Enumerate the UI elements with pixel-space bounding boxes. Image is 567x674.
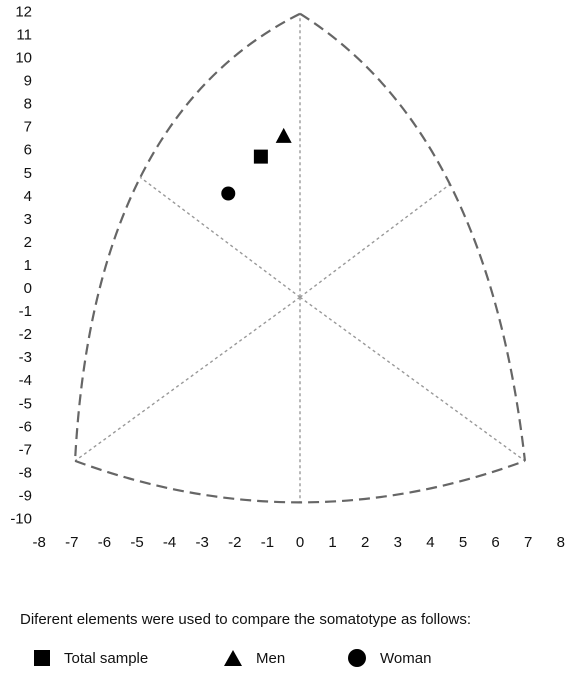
y-tick-label: -2 (19, 326, 32, 343)
y-tick-label: 6 (24, 142, 32, 159)
x-tick-label: 1 (328, 534, 336, 551)
square-marker-icon (34, 650, 50, 666)
x-tick-label: -2 (228, 534, 241, 551)
inner-divider-line (299, 183, 451, 298)
point-men (275, 127, 292, 143)
triangle-marker-icon (224, 650, 242, 666)
y-tick-label: 1 (24, 257, 32, 274)
axis-tick-labels: 1211109876543210-1-2-3-4-5-6-7-8-9-10-8-… (10, 3, 565, 551)
y-tick-label: 10 (15, 50, 32, 67)
y-tick-label: 4 (24, 188, 32, 205)
y-tick-label: -1 (19, 303, 32, 320)
outline-arc (73, 12, 301, 461)
y-tick-label: 8 (24, 96, 32, 113)
inner-divider-line (74, 296, 301, 462)
somatochart: 1211109876543210-1-2-3-4-5-6-7-8-9-10-8-… (10, 3, 565, 551)
x-tick-label: 5 (459, 534, 467, 551)
outline-arc (74, 459, 526, 504)
y-tick-label: -10 (10, 511, 32, 528)
y-tick-label: 11 (16, 26, 32, 43)
x-tick-label: -3 (196, 534, 209, 551)
legend-label: Men (256, 649, 286, 667)
x-tick-label: -4 (163, 534, 176, 551)
y-tick-label: 7 (24, 119, 32, 136)
x-tick-label: -5 (130, 534, 143, 551)
x-tick-label: -7 (65, 534, 78, 551)
y-tick-label: -5 (19, 395, 32, 412)
legend-item-woman: Woman (346, 646, 431, 670)
y-tick-label: -7 (19, 441, 32, 458)
legend-item-total-sample: Total sample (32, 646, 148, 670)
x-tick-label: -1 (261, 534, 274, 551)
y-tick-label: -9 (19, 487, 32, 504)
x-tick-label: 6 (491, 534, 499, 551)
y-tick-label: 3 (24, 211, 32, 228)
y-tick-label: 0 (24, 280, 32, 297)
point-total-sample (253, 149, 268, 164)
outline-arc (299, 12, 527, 461)
y-tick-label: 9 (24, 73, 32, 90)
inner-divider-line (299, 296, 526, 462)
x-tick-label: 3 (394, 534, 402, 551)
y-tick-label: -4 (19, 372, 32, 389)
y-tick-label: 2 (24, 234, 32, 251)
y-tick-label: -3 (19, 349, 32, 366)
data-points (221, 127, 292, 201)
y-tick-label: 12 (15, 3, 32, 20)
legend-caption: Diferent elements were used to compare t… (20, 611, 472, 628)
x-tick-label: 4 (426, 534, 434, 551)
x-tick-label: 2 (361, 534, 369, 551)
reuleaux-triangle (73, 12, 527, 504)
legend-label: Woman (380, 649, 432, 667)
x-tick-label: 7 (524, 534, 532, 551)
y-tick-label: -8 (19, 464, 32, 481)
x-tick-label: -6 (98, 534, 111, 551)
circle-marker-icon (348, 649, 366, 667)
x-tick-label: 0 (296, 534, 304, 551)
inner-divider-line (139, 176, 301, 298)
y-tick-label: -6 (19, 418, 32, 435)
legend-label: Total sample (64, 649, 149, 667)
x-tick-label: -8 (33, 534, 46, 551)
y-tick-label: 5 (24, 165, 32, 182)
legend-item-men: Men (222, 646, 285, 670)
point-woman (221, 186, 236, 201)
x-tick-label: 8 (557, 534, 565, 551)
